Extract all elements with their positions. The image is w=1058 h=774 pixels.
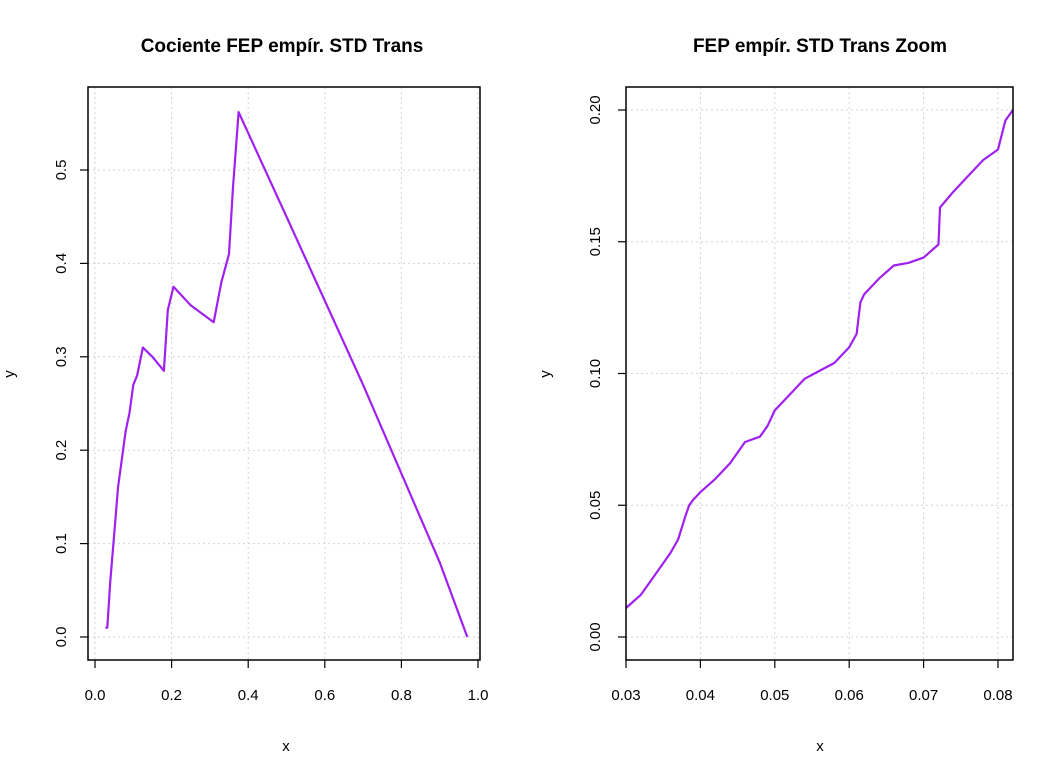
left-chart-y-tick-label: 0.5 xyxy=(53,160,70,181)
right-chart-x-tick-label: 0.08 xyxy=(983,687,1012,704)
right-chart-x-axis-label: x xyxy=(816,738,824,755)
left-chart-x-tick-label: 0.6 xyxy=(314,687,335,704)
left-chart: Cociente FEP empír. STD Trans 0.0 0.2 0.4 0… xyxy=(1,36,488,755)
right-chart-y-axis: 0.00 0.05 0.10 0.15 0.20 xyxy=(587,95,626,652)
left-chart-y-axis-label: y xyxy=(1,370,18,378)
right-chart: FEP empír. STD Trans Zoom 0.03 0.04 0.05 0.… xyxy=(537,36,1014,755)
right-chart-y-tick-label: 0.10 xyxy=(587,359,604,388)
left-chart-x-tick-label: 0.8 xyxy=(391,687,412,704)
left-chart-title: Cociente FEP empír. STD Trans xyxy=(141,36,424,57)
right-chart-y-tick-label: 0.20 xyxy=(587,95,604,124)
left-chart-x-tick-label: 0.0 xyxy=(85,687,106,704)
right-chart-y-axis-label: y xyxy=(537,370,554,378)
right-chart-x-tick-label: 0.04 xyxy=(686,687,715,704)
right-chart-y-tick-label: 0.15 xyxy=(587,227,604,256)
left-chart-y-tick-label: 0.0 xyxy=(53,627,70,648)
left-chart-plot-frame xyxy=(87,86,481,661)
right-chart-y-tick-label: 0.05 xyxy=(587,491,604,520)
left-chart-x-axis-label: x xyxy=(282,738,290,755)
right-chart-x-tick-label: 0.06 xyxy=(835,687,864,704)
left-chart-y-tick-label: 0.1 xyxy=(53,533,70,554)
left-chart-y-tick-label: 0.3 xyxy=(53,346,70,367)
left-chart-y-axis: 0.0 0.1 0.2 0.3 0.4 0.5 xyxy=(53,160,88,648)
left-chart-x-tick-label: 1.0 xyxy=(468,687,489,704)
right-chart-plot-frame xyxy=(625,86,1014,661)
left-chart-y-tick-label: 0.4 xyxy=(53,253,70,274)
right-chart-x-tick-label: 0.03 xyxy=(611,687,640,704)
right-chart-y-tick-label: 0.00 xyxy=(587,622,604,651)
right-chart-grid xyxy=(625,87,1013,660)
right-chart-x-tick-label: 0.07 xyxy=(909,687,938,704)
right-chart-x-tick-label: 0.05 xyxy=(760,687,789,704)
right-chart-title: FEP empír. STD Trans Zoom xyxy=(693,36,947,57)
left-chart-y-tick-label: 0.2 xyxy=(53,440,70,461)
left-chart-x-tick-label: 0.2 xyxy=(161,687,182,704)
right-chart-x-axis: 0.03 0.04 0.05 0.06 0.07 0.08 xyxy=(611,660,1013,704)
left-chart-x-tick-label: 0.4 xyxy=(238,687,259,704)
right-chart-series-line xyxy=(625,109,1014,609)
left-chart-x-axis: 0.0 0.2 0.4 0.6 0.8 1.0 xyxy=(85,660,489,704)
left-chart-series-line xyxy=(105,111,469,638)
left-chart-grid xyxy=(88,87,480,660)
